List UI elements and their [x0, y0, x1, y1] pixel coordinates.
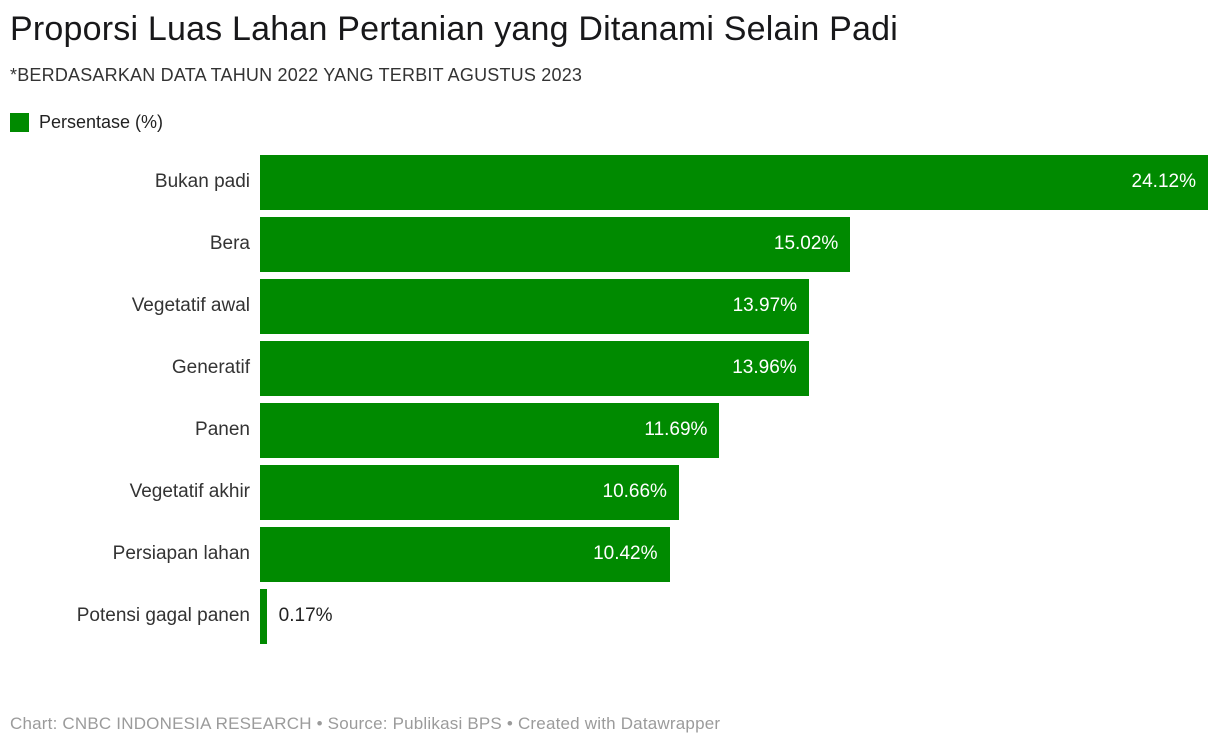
bar-track: 11.69% — [260, 402, 1208, 458]
bar-track: 13.97% — [260, 278, 1208, 334]
category-label: Persiapan lahan — [112, 543, 250, 564]
bar: 10.66% — [260, 464, 679, 520]
bar: 11.69% — [260, 402, 720, 458]
chart-row: Vegetatif awal 13.97% — [10, 278, 1208, 334]
bar-track: 13.96% — [260, 340, 1208, 396]
legend-swatch-icon — [10, 112, 29, 132]
bar-track: 15.02% — [260, 216, 1208, 272]
bar: 15.02% — [260, 216, 851, 272]
chart-row: Generatif 13.96% — [10, 340, 1208, 396]
category-label: Panen — [195, 419, 250, 440]
bar: 10.42% — [260, 526, 670, 582]
bar — [260, 588, 267, 644]
chart-row: Persiapan lahan 10.42% — [10, 526, 1208, 582]
value-label: 24.12% — [1131, 171, 1196, 192]
chart-row: Potensi gagal panen 0.17% — [10, 588, 1208, 644]
value-label: 10.66% — [602, 481, 667, 502]
category-label: Vegetatif akhir — [129, 481, 250, 502]
bar: 24.12% — [260, 154, 1208, 210]
value-label: 11.69% — [644, 419, 708, 440]
chart-footer: Chart: CNBC INDONESIA RESEARCH • Source:… — [10, 714, 721, 733]
value-label: 10.42% — [593, 543, 658, 564]
category-label: Vegetatif awal — [131, 295, 250, 316]
bar: 13.96% — [260, 340, 809, 396]
bar-track: 10.42% — [260, 526, 1208, 582]
value-label: 0.17% — [278, 605, 333, 626]
value-label: 15.02% — [773, 233, 839, 254]
chart-subtitle: *BERDASARKAN DATA TAHUN 2022 YANG TERBIT… — [10, 64, 583, 85]
chart-row: Panen 11.69% — [10, 402, 1208, 458]
value-label: 13.96% — [732, 357, 797, 378]
bar-track: 24.12% — [260, 154, 1208, 210]
category-label: Bukan padi — [154, 171, 250, 192]
value-label: 13.97% — [732, 295, 798, 316]
category-label: Bera — [209, 233, 250, 254]
chart-row: Vegetatif akhir 10.66% — [10, 464, 1208, 520]
category-label: Generatif — [171, 357, 250, 378]
chart-title: Proporsi Luas Lahan Pertanian yang Ditan… — [10, 10, 898, 48]
chart-row: Bera 15.02% — [10, 216, 1208, 272]
bar-track: 0.17% — [260, 588, 1208, 644]
bar-chart: Bukan padi 24.12% Bera 15.02% Vegetatif awal… — [10, 154, 1208, 644]
bar-track: 10.66% — [260, 464, 1208, 520]
legend-label: Persentase (%) — [39, 111, 164, 132]
category-label: Potensi gagal panen — [76, 605, 250, 626]
bar: 13.97% — [260, 278, 810, 334]
chart-row: Bukan padi 24.12% — [10, 154, 1208, 210]
legend: Persentase (%) — [10, 112, 1208, 133]
